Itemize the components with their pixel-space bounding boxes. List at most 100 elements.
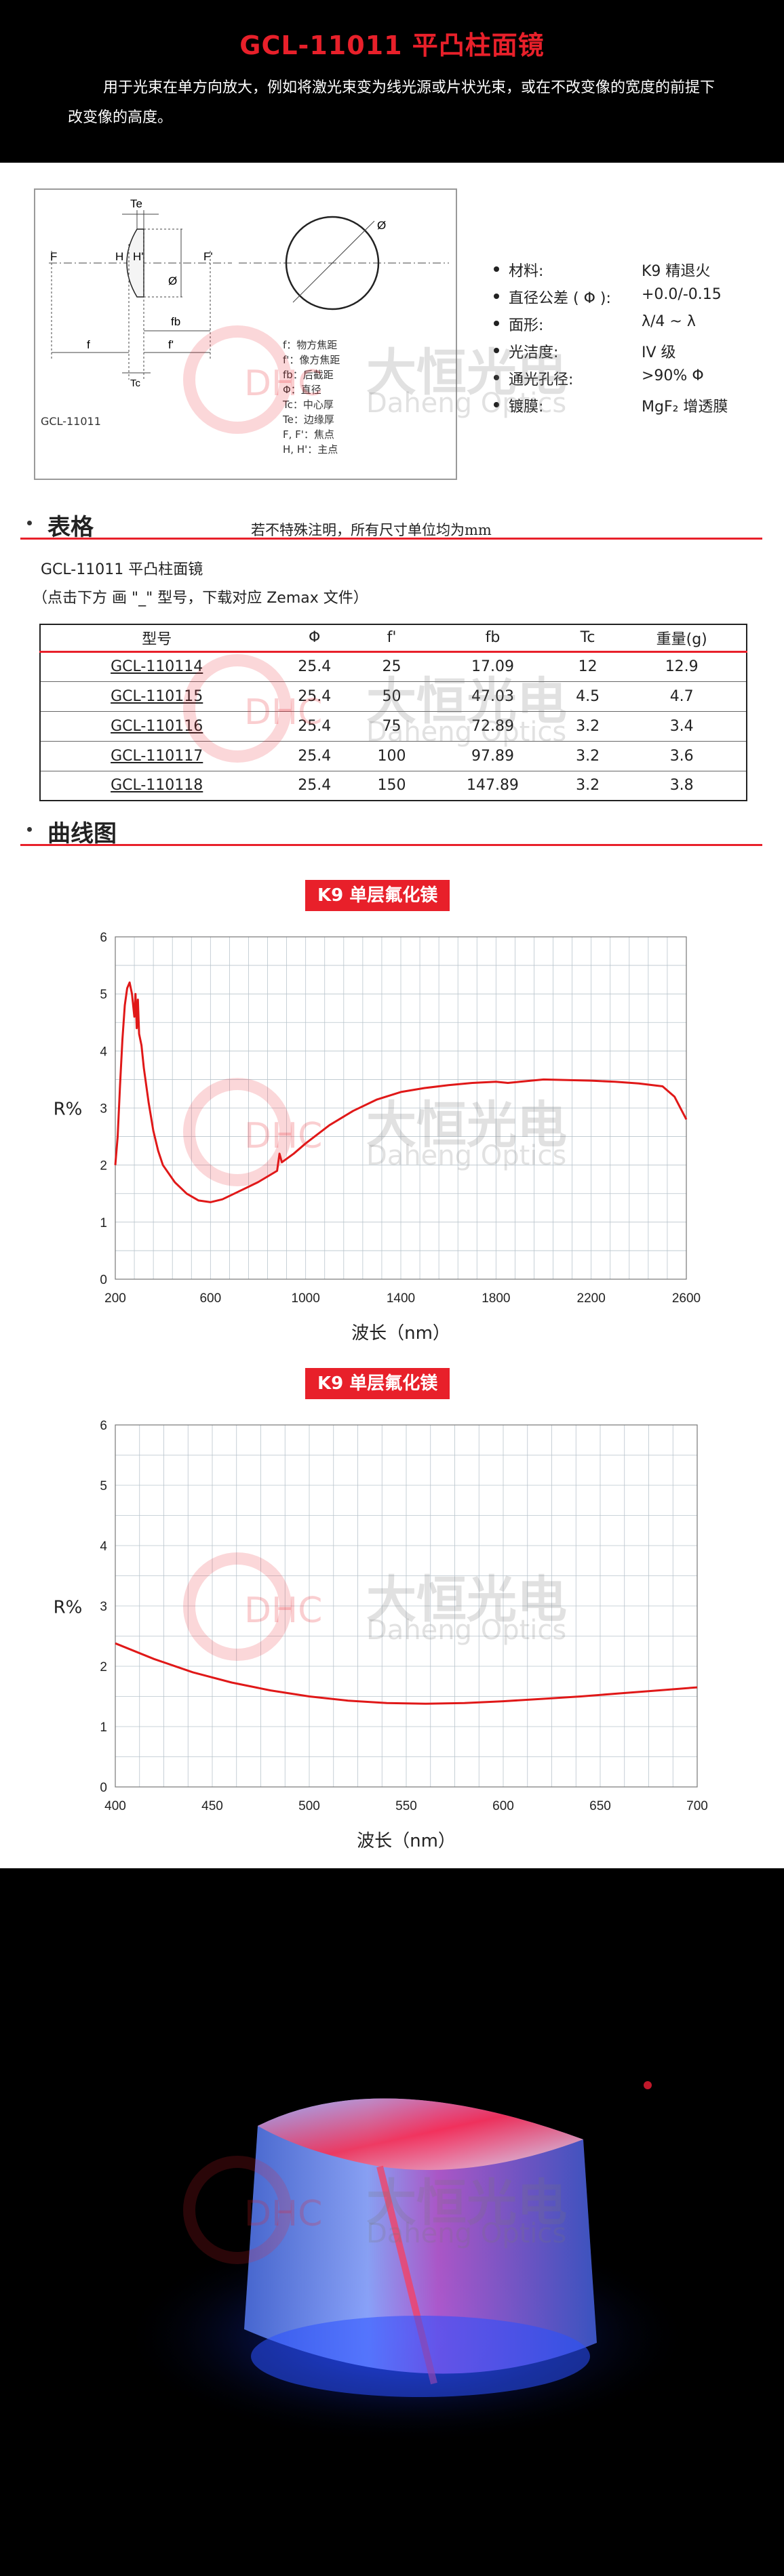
table-cell: 17.09 (427, 651, 558, 681)
column-header: f' (356, 624, 428, 653)
y-tick-label: 3 (100, 1600, 107, 1614)
series-line (115, 1642, 698, 1705)
reflectance-chart-wide: 0 1 2 3 4 5 6 200 600 1000 1400 1800 2200 2600 R% 波长（nm… (54, 931, 701, 1344)
table-cell: 3.2 (557, 770, 618, 801)
table-title: GCL-11011 平凸柱面镜 (41, 561, 203, 578)
spec-row: 面形: λ/4 ~ λ (494, 310, 765, 338)
table-cell: 4.5 (557, 681, 618, 711)
table-cell: 3.4 (617, 710, 747, 741)
legend-item: f：物方焦距 (283, 339, 338, 351)
legend-item: F, F'：焦点 (283, 428, 334, 441)
x-tick-label: 650 (589, 1799, 611, 1813)
label-h: H (115, 250, 123, 263)
spec-key: 通光孔径: (509, 371, 574, 388)
section-title: 曲线图 (47, 820, 117, 847)
table-section-header: 表格 若不特殊注明，所有尺寸单位均为mm (20, 507, 762, 541)
spec-row: 直径公差 ( Φ ): +0.0/-0.15 (494, 283, 765, 310)
y-tick-label: 0 (100, 1781, 107, 1795)
model-link[interactable]: GCL-110114 (40, 651, 273, 681)
bullet-icon (27, 521, 32, 525)
table-cell: 147.89 (427, 770, 558, 801)
model-link[interactable]: GCL-110118 (40, 770, 273, 801)
x-tick-label: 400 (104, 1799, 126, 1813)
table-cell: 97.89 (427, 740, 558, 771)
table-cell: 12 (557, 651, 618, 681)
header-banner: GCL-11011 平凸柱面镜 用于光束在单方向放大，例如将激光束变为线光源或片… (0, 0, 784, 163)
lens-body (244, 2098, 597, 2374)
bullet-icon (494, 321, 499, 326)
table-row: GCL-110118 25.4 150 147.89 3.2 3.8 (40, 770, 747, 801)
legend-item: fb：后截距 (283, 369, 334, 381)
legend-item: f'：像方焦距 (283, 354, 340, 366)
x-tick-label: 550 (395, 1799, 417, 1813)
unit-note: 若不特殊注明，所有尺寸单位均为mm (251, 522, 492, 538)
table-cell: 150 (356, 770, 428, 801)
y-tick-label: 1 (100, 1720, 107, 1735)
table-cell: 25.4 (273, 770, 356, 801)
table-cell: 50 (356, 681, 428, 711)
x-axis-label: 波长（nm） (351, 1323, 450, 1344)
label-f-right: F' (203, 250, 213, 263)
x-tick-label: 1800 (482, 1291, 510, 1306)
spec-row: 通光孔径: >90% Φ (494, 365, 765, 392)
bullet-icon (494, 294, 499, 299)
reflectance-chart-visible: 0 1 2 3 4 5 6 400 450 500 550 600 650 700 R% 波长（nm） (54, 1419, 708, 1851)
x-tick-label: 1000 (292, 1291, 320, 1306)
bullet-icon (494, 266, 499, 272)
x-tick-label: 600 (492, 1799, 514, 1813)
legend-item: Tc：中心厚 (283, 399, 334, 411)
y-tick-label: 4 (100, 1045, 107, 1059)
section-title: 表格 (47, 514, 94, 541)
product-photo (0, 1868, 784, 2576)
spec-key: 直径公差 ( Φ ): (509, 290, 611, 307)
y-tick-label: 5 (100, 988, 107, 1002)
table-header-row: 型号 Φ f' fb Tc 重量(g) (40, 624, 747, 653)
x-tick-label: 2200 (577, 1291, 606, 1306)
legend-item: Φ：直径 (283, 384, 321, 396)
chart-title: K9 单层氟化镁 (305, 880, 450, 911)
spec-key: 面形: (509, 317, 544, 334)
table-subtitle: （点击下方 画 "_" 型号，下载对应 Zemax 文件） (33, 590, 368, 607)
table-cell: 25.4 (273, 651, 356, 681)
curve-section-header: 曲线图 (20, 813, 762, 847)
table-cell: 3.2 (557, 740, 618, 771)
spec-key: 材料: (509, 263, 544, 280)
label-f-left: F (50, 250, 57, 263)
model-link[interactable]: GCL-110116 (40, 710, 273, 741)
bullet-icon (494, 348, 499, 353)
spec-row: 光洁度: IV 级 (494, 338, 765, 365)
model-link[interactable]: GCL-110117 (40, 740, 273, 771)
product-description: 用于光束在单方向放大，例如将激光束变为线光源或片状光束，或在不改变像的宽度的前提… (68, 79, 716, 126)
x-tick-label: 450 (201, 1799, 223, 1813)
table-row: GCL-110117 25.4 100 97.89 3.2 3.6 (40, 740, 747, 771)
label-phi-side: Ø (168, 275, 177, 287)
y-tick-label: 2 (100, 1660, 107, 1674)
label-h-prime: H' (133, 250, 144, 263)
table-row: GCL-110114 25.4 25 17.09 12 12.9 (40, 651, 747, 681)
label-fb: fb (171, 315, 180, 328)
table-row: GCL-110115 25.4 50 47.03 4.5 4.7 (40, 681, 747, 711)
x-axis-label: 波长（nm） (357, 1831, 456, 1851)
spec-value: MgF₂ 增透膜 (642, 399, 728, 416)
label-f-prime: f' (168, 338, 174, 351)
spec-row: 镀膜: MgF₂ 增透膜 (494, 392, 765, 419)
x-tick-label: 2600 (672, 1291, 701, 1306)
legend-item: H, H'：主点 (283, 443, 338, 456)
spec-key: 光洁度: (509, 344, 559, 361)
table-cell: 3.8 (617, 770, 747, 801)
bullet-icon (494, 375, 499, 380)
y-axis-label: R% (54, 1100, 83, 1120)
spec-value: >90% Φ (642, 367, 704, 384)
lens-diagram: Te F H H' F' Ø Ø fb f f' Tc f：物方焦距 f'：像方… (34, 188, 457, 480)
spec-value: +0.0/-0.15 (642, 286, 722, 303)
table-cell: 100 (356, 740, 428, 771)
table-cell: 3.6 (617, 740, 747, 771)
column-header: 重量(g) (617, 624, 747, 653)
table-cell: 3.2 (557, 710, 618, 741)
lens-top-face (258, 2098, 583, 2170)
column-header: fb (427, 624, 558, 653)
model-link[interactable]: GCL-110115 (40, 681, 273, 711)
plot-frame (115, 936, 687, 1280)
spec-row: 材料: K9 精退火 (494, 256, 765, 283)
chart-title: K9 单层氟化镁 (305, 1368, 450, 1399)
